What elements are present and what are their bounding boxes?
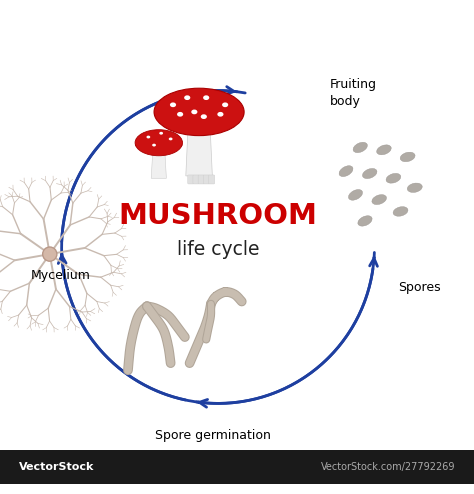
- Ellipse shape: [146, 136, 150, 138]
- Ellipse shape: [372, 195, 386, 205]
- Text: Spore germination: Spore germination: [155, 429, 271, 443]
- Polygon shape: [151, 145, 166, 178]
- Text: Spores: Spores: [398, 281, 441, 294]
- Ellipse shape: [353, 142, 367, 153]
- Circle shape: [43, 247, 57, 261]
- Ellipse shape: [135, 130, 182, 156]
- Text: VectorStock: VectorStock: [19, 462, 94, 472]
- Ellipse shape: [358, 216, 372, 226]
- Ellipse shape: [217, 112, 223, 117]
- Ellipse shape: [222, 102, 228, 107]
- Ellipse shape: [400, 152, 415, 162]
- FancyBboxPatch shape: [188, 175, 194, 184]
- FancyBboxPatch shape: [203, 175, 210, 184]
- Text: VectorStock.com/27792269: VectorStock.com/27792269: [320, 462, 455, 472]
- Ellipse shape: [159, 132, 163, 135]
- Ellipse shape: [393, 206, 408, 216]
- Ellipse shape: [339, 165, 353, 176]
- Ellipse shape: [184, 95, 190, 100]
- Ellipse shape: [203, 95, 209, 100]
- Text: life cycle: life cycle: [177, 240, 259, 259]
- Ellipse shape: [154, 105, 244, 124]
- Ellipse shape: [201, 114, 207, 119]
- FancyBboxPatch shape: [193, 175, 199, 184]
- Ellipse shape: [363, 168, 377, 178]
- Ellipse shape: [169, 137, 173, 140]
- Ellipse shape: [170, 102, 176, 107]
- FancyBboxPatch shape: [209, 175, 215, 184]
- FancyBboxPatch shape: [198, 175, 204, 184]
- Ellipse shape: [177, 112, 183, 117]
- Ellipse shape: [135, 140, 182, 150]
- Ellipse shape: [407, 183, 422, 193]
- Polygon shape: [186, 114, 212, 176]
- Ellipse shape: [191, 110, 197, 114]
- FancyBboxPatch shape: [0, 450, 474, 484]
- Ellipse shape: [377, 145, 391, 155]
- Text: Fruiting
body: Fruiting body: [329, 78, 376, 108]
- Text: Mycelium: Mycelium: [31, 269, 91, 282]
- Text: MUSHROOM: MUSHROOM: [118, 202, 318, 230]
- Ellipse shape: [348, 190, 363, 200]
- Ellipse shape: [152, 144, 156, 147]
- Ellipse shape: [154, 88, 244, 136]
- Ellipse shape: [386, 173, 401, 183]
